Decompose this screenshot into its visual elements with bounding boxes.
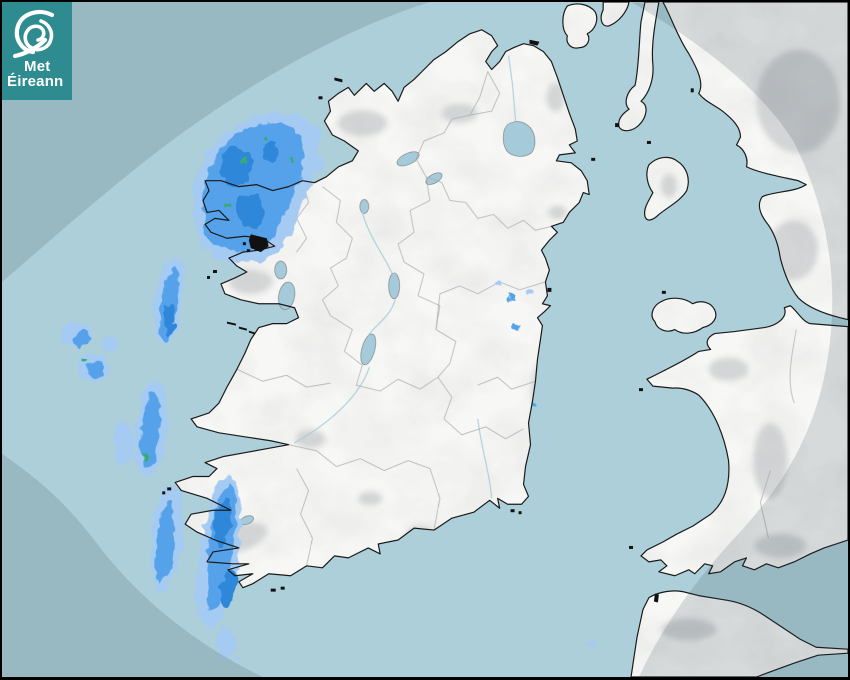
county-boundaries-layer xyxy=(236,71,797,566)
lake-lough-corrib xyxy=(278,281,296,310)
lake-lough-derg xyxy=(360,333,377,366)
logo-text-line1: Met xyxy=(24,58,51,75)
lake xyxy=(359,199,370,214)
rivers-layer xyxy=(294,55,517,499)
lake-lough-ree xyxy=(388,272,400,300)
lake-lough-neagh xyxy=(502,121,536,157)
rain-layer-intense xyxy=(83,136,293,459)
lake xyxy=(425,172,443,185)
lake xyxy=(396,151,420,167)
rain-layer-heavy xyxy=(164,140,279,608)
met-eireann-logo: Met Éireann xyxy=(2,2,72,100)
lake xyxy=(274,260,287,280)
logo-text-line2: Éireann xyxy=(7,73,64,91)
cyclone-swirl-icon xyxy=(12,9,55,59)
islets-layer xyxy=(162,39,694,603)
